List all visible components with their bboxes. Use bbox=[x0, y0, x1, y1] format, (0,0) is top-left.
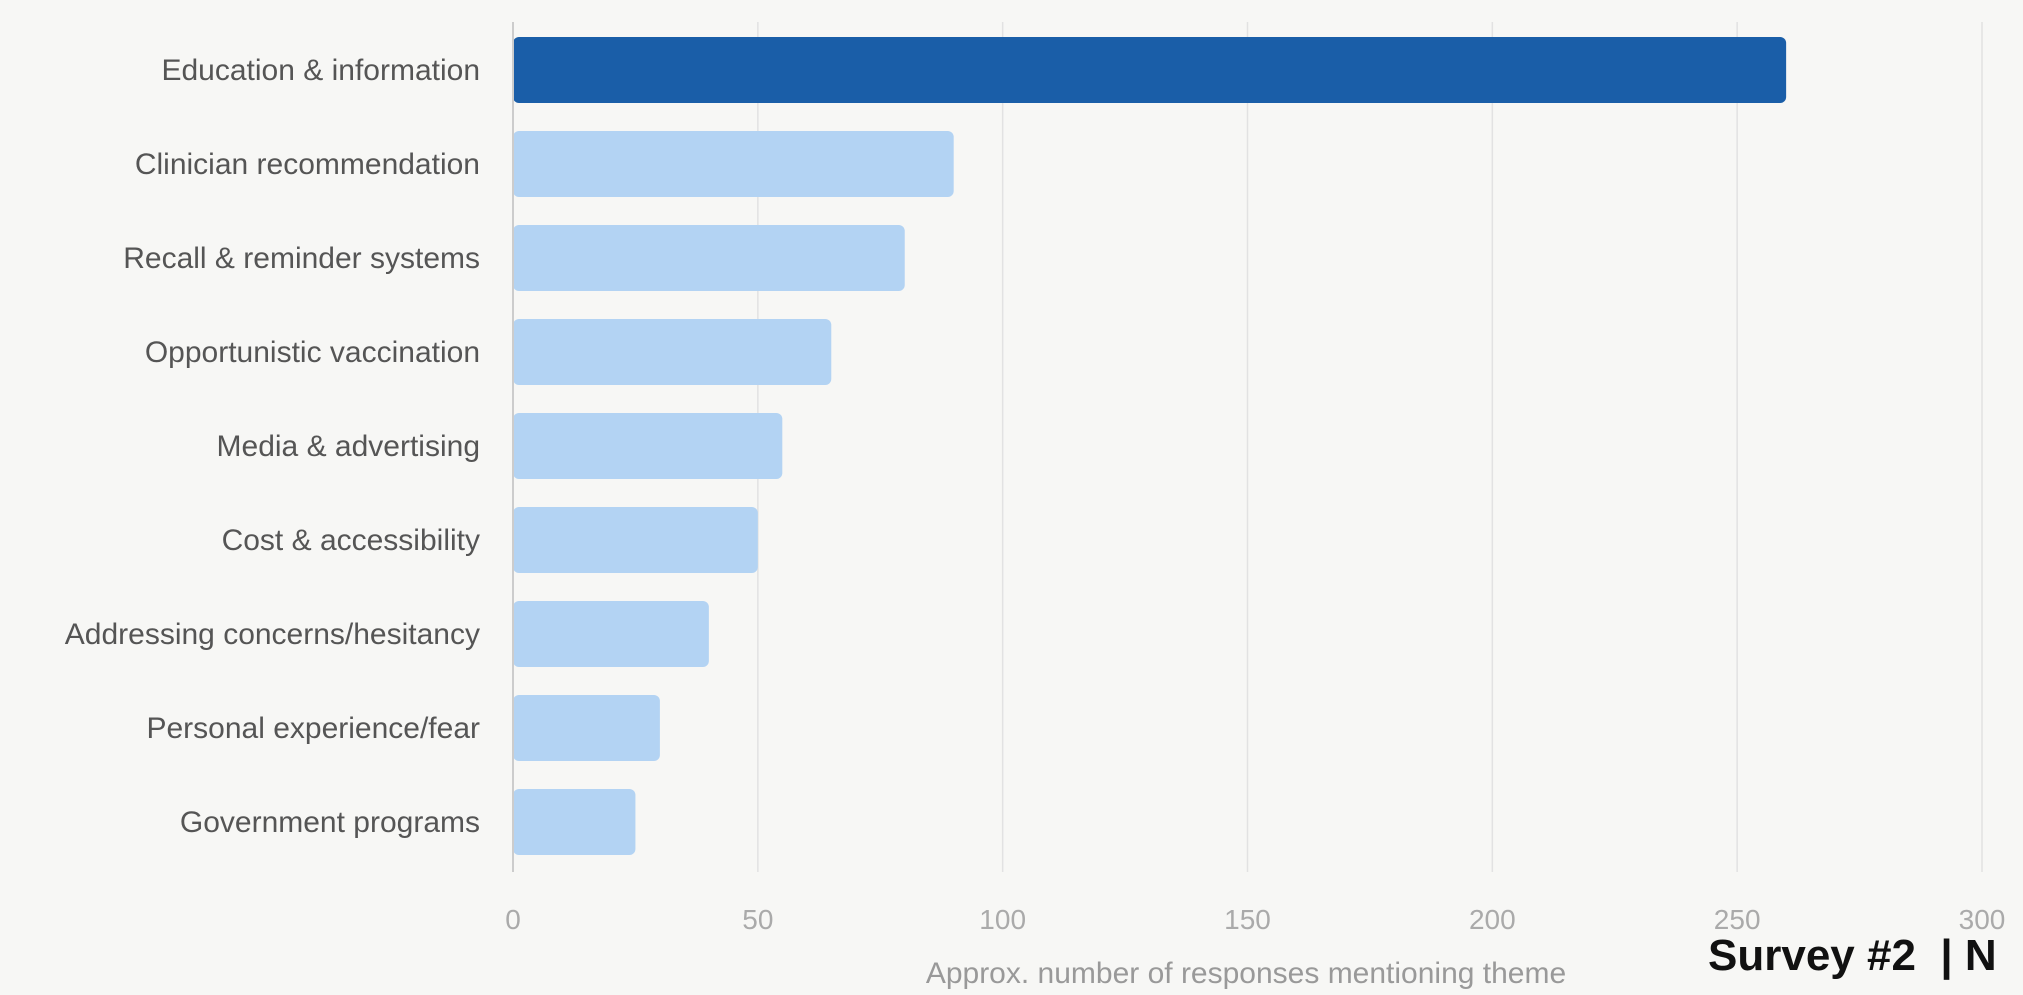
x-tick-label: 200 bbox=[1469, 904, 1516, 935]
category-label: Education & information bbox=[161, 54, 480, 87]
x-tick-label: 0 bbox=[505, 904, 521, 935]
x-tick-label: 300 bbox=[1959, 904, 2006, 935]
gridlines bbox=[757, 22, 1983, 872]
x-tick-label: 150 bbox=[1224, 904, 1271, 935]
bar bbox=[513, 601, 709, 667]
bar bbox=[513, 131, 954, 197]
x-tick-label: 250 bbox=[1714, 904, 1761, 935]
x-tick-label: 100 bbox=[979, 904, 1026, 935]
category-label: Cost & accessibility bbox=[222, 524, 480, 557]
category-label: Opportunistic vaccination bbox=[145, 336, 480, 369]
x-axis-title: Approx. number of responses mentioning t… bbox=[926, 957, 1566, 990]
category-label: Recall & reminder systems bbox=[123, 242, 480, 275]
bar bbox=[513, 507, 758, 573]
category-label: Addressing concerns/hesitancy bbox=[65, 618, 480, 651]
category-label: Personal experience/fear bbox=[146, 712, 480, 745]
survey-footer-label: Survey #2 | N bbox=[1708, 931, 1997, 980]
bar bbox=[513, 695, 660, 761]
category-label: Clinician recommendation bbox=[135, 148, 480, 181]
x-axis-ticks: 0 50 100 150 200 250 300 bbox=[505, 904, 2005, 935]
bars bbox=[513, 37, 1787, 855]
category-label: Media & advertising bbox=[217, 430, 480, 463]
bar bbox=[513, 789, 636, 855]
category-labels: Education & information Clinician recomme… bbox=[65, 54, 480, 839]
bar bbox=[513, 225, 905, 291]
category-label: Government programs bbox=[180, 806, 480, 839]
bar bbox=[513, 37, 1787, 103]
bar bbox=[513, 319, 832, 385]
bar bbox=[513, 413, 783, 479]
x-tick-label: 50 bbox=[742, 904, 773, 935]
